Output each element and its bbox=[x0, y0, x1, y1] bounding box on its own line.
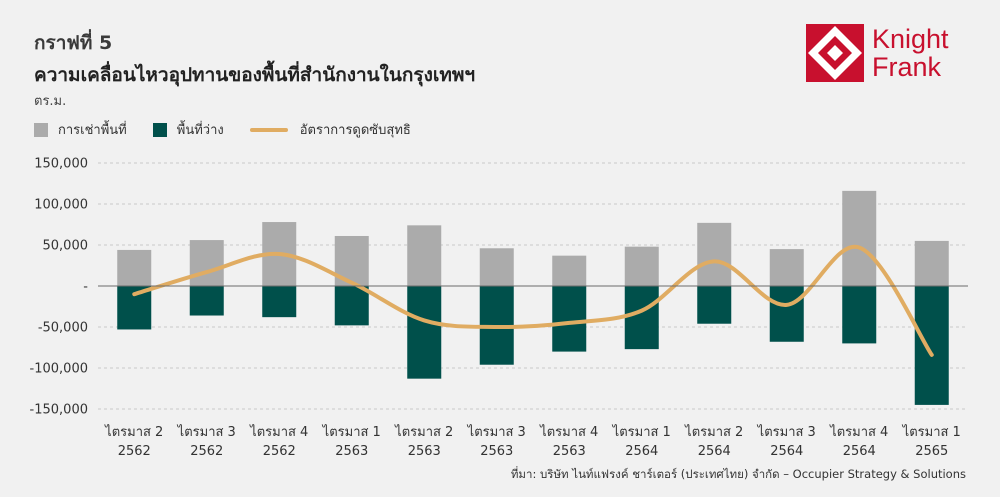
y-tick-label: 50,000 bbox=[43, 239, 89, 254]
bar-leased bbox=[407, 225, 442, 286]
y-tick-label: 150,000 bbox=[34, 157, 88, 172]
knight-frank-logo: Knight Frank bbox=[806, 24, 949, 82]
x-tick-label-year: 2562 bbox=[118, 444, 151, 459]
legend-item-leased: การเช่าพื้นที่ bbox=[34, 119, 127, 140]
x-tick-label-year: 2563 bbox=[408, 444, 441, 459]
legend-item-vacant: พื้นที่ว่าง bbox=[152, 119, 224, 140]
logo-mark-icon bbox=[806, 24, 864, 82]
x-tick-label-year: 2562 bbox=[263, 444, 296, 459]
x-tick-label-quarter: ไตรมาส 3 bbox=[177, 424, 236, 440]
x-tick-label-year: 2565 bbox=[915, 444, 948, 459]
bar-vacant bbox=[552, 286, 587, 352]
x-tick-label-quarter: ไตรมาส 4 bbox=[829, 424, 888, 440]
x-tick-label-quarter: ไตรมาส 2 bbox=[394, 424, 453, 440]
x-tick-label-quarter: ไตรมาส 4 bbox=[539, 424, 598, 440]
logo-line-2: Frank bbox=[872, 52, 942, 82]
bar-leased bbox=[117, 249, 152, 286]
bar-vacant bbox=[914, 286, 949, 405]
legend-swatch-vacant bbox=[152, 122, 167, 137]
x-tick-label-year: 2562 bbox=[190, 444, 223, 459]
x-tick-label-year: 2563 bbox=[480, 444, 513, 459]
bar-vacant bbox=[407, 286, 442, 379]
bar-vacant bbox=[769, 286, 804, 342]
y-tick-label: -50,000 bbox=[38, 321, 88, 336]
logo-line-1: Knight bbox=[872, 24, 949, 54]
bar-leased bbox=[624, 246, 659, 286]
y-tick-label: -100,000 bbox=[30, 362, 88, 377]
x-tick-label-quarter: ไตรมาส 3 bbox=[467, 424, 526, 440]
bar-vacant bbox=[189, 286, 224, 316]
y-tick-label: -150,000 bbox=[30, 403, 88, 418]
x-tick-label-year: 2563 bbox=[553, 444, 586, 459]
x-tick-label-year: 2564 bbox=[625, 444, 658, 459]
legend-swatch-net-absorption bbox=[249, 127, 288, 132]
x-tick-label-quarter: ไตรมาส 1 bbox=[612, 424, 671, 440]
logo-wordmark: Knight Frank bbox=[872, 25, 949, 81]
unit-label: ตร.ม. bbox=[34, 94, 67, 109]
x-tick-label-year: 2564 bbox=[698, 444, 731, 459]
legend: การเช่าพื้นที่ พื้นที่ว่าง อัตราการดูดซั… bbox=[34, 119, 437, 140]
y-tick-label: - bbox=[83, 280, 88, 295]
net-absorption-line bbox=[132, 244, 934, 357]
legend-label-vacant: พื้นที่ว่าง bbox=[176, 123, 224, 138]
bar-vacant bbox=[697, 286, 732, 324]
bar-leased bbox=[479, 248, 514, 286]
bar-leased bbox=[769, 249, 804, 286]
chart-title: ความเคลื่อนไหวอุปทานของพื้นที่สำนักงานใน… bbox=[34, 64, 476, 86]
legend-swatch-leased bbox=[34, 122, 48, 137]
x-tick-label-year: 2564 bbox=[770, 444, 803, 459]
bar-leased bbox=[842, 190, 877, 286]
x-tick-label-year: 2564 bbox=[843, 444, 876, 459]
y-tick-label: 100,000 bbox=[34, 198, 88, 213]
legend-label-net-absorption: อัตราการดูดซับสุทธิ bbox=[299, 123, 411, 138]
bar-vacant bbox=[334, 286, 369, 326]
legend-label-leased: การเช่าพื้นที่ bbox=[58, 123, 127, 138]
x-tick-label-quarter: ไตรมาส 1 bbox=[322, 424, 381, 440]
source-note: ที่มา: บริษัท ไนท์แฟรงค์ ชาร์เตอร์ (ประเ… bbox=[510, 467, 966, 481]
figure-label: กราฟที่ 5 bbox=[34, 32, 113, 54]
bar-leased bbox=[189, 240, 224, 286]
legend-item-net-absorption: อัตราการดูดซับสุทธิ bbox=[249, 119, 411, 140]
bar-leased bbox=[914, 240, 949, 286]
bar-vacant bbox=[842, 286, 877, 344]
bar-vacant bbox=[624, 286, 659, 350]
bar-leased bbox=[552, 255, 587, 286]
bar-leased bbox=[697, 222, 732, 286]
x-tick-label-quarter: ไตรมาส 1 bbox=[902, 424, 961, 440]
x-tick-label-quarter: ไตรมาส 3 bbox=[757, 424, 816, 440]
bar-vacant bbox=[262, 286, 297, 318]
x-tick-label-year: 2563 bbox=[335, 444, 368, 459]
x-tick-label-quarter: ไตรมาส 4 bbox=[249, 424, 308, 440]
x-tick-label-quarter: ไตรมาส 2 bbox=[104, 424, 163, 440]
x-tick-label-quarter: ไตรมาส 2 bbox=[684, 424, 743, 440]
